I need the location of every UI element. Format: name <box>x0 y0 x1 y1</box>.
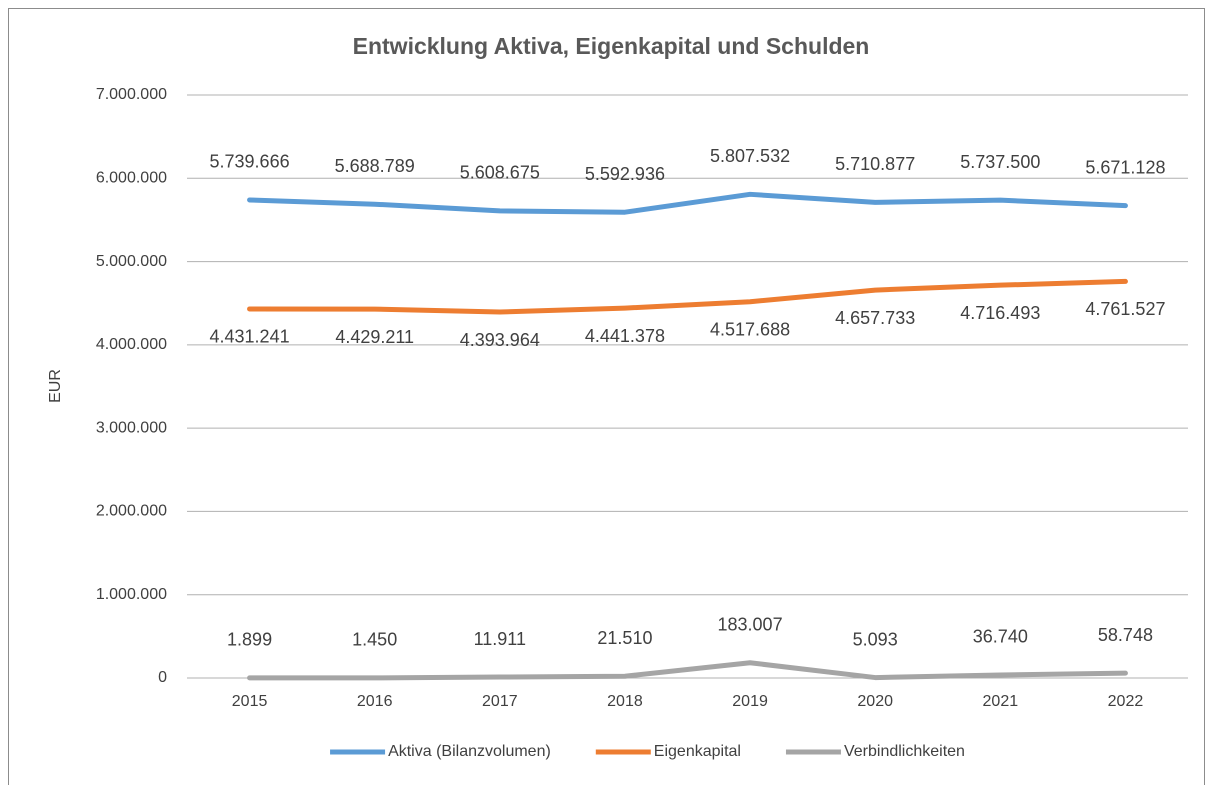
legend-label: Aktiva (Bilanzvolumen) <box>388 743 551 760</box>
data-label: 4.393.964 <box>460 330 540 350</box>
y-tick-label: 6.000.000 <box>96 170 167 187</box>
chart-title: Entwicklung Aktiva, Eigenkapital und Sch… <box>353 33 870 59</box>
chart-border <box>8 8 1205 785</box>
data-label: 4.431.241 <box>210 327 290 347</box>
data-label: 4.761.527 <box>1085 299 1165 319</box>
data-label: 5.671.128 <box>1085 157 1165 177</box>
x-tick-label: 2021 <box>983 693 1019 710</box>
data-label: 5.093 <box>853 629 898 649</box>
data-label: 36.740 <box>973 627 1028 647</box>
data-label: 5.710.877 <box>835 154 915 174</box>
y-tick-label: 7.000.000 <box>96 86 167 103</box>
series-line <box>247 278 1128 315</box>
data-label: 11.911 <box>474 629 526 649</box>
series-line <box>247 191 1128 215</box>
y-tick-label: 2.000.000 <box>96 503 167 520</box>
data-label: 4.429.211 <box>335 327 414 347</box>
x-tick-label: 2016 <box>357 693 393 710</box>
data-label: 4.517.688 <box>710 319 790 339</box>
data-label: 4.441.378 <box>585 326 665 346</box>
data-label: 5.592.936 <box>585 164 665 184</box>
x-tick-label: 2022 <box>1108 693 1144 710</box>
data-label: 21.510 <box>597 628 652 648</box>
y-tick-label: 1.000.000 <box>96 586 167 603</box>
data-label: 5.737.500 <box>960 152 1040 172</box>
data-label: 183.007 <box>718 615 783 635</box>
data-label: 5.608.675 <box>460 163 540 183</box>
series-line <box>247 660 1128 681</box>
legend-label: Verbindlichkeiten <box>844 743 965 760</box>
data-label: 4.716.493 <box>960 303 1040 323</box>
data-label: 1.450 <box>352 630 397 650</box>
x-tick-label: 2020 <box>857 693 893 710</box>
x-tick-label: 2015 <box>232 693 268 710</box>
data-label: 5.688.789 <box>335 156 415 176</box>
y-tick-label: 4.000.000 <box>96 336 167 353</box>
legend-label: Eigenkapital <box>654 743 741 760</box>
data-label: 4.657.733 <box>835 308 915 328</box>
x-tick-label: 2018 <box>607 693 643 710</box>
x-tick-label: 2019 <box>732 693 768 710</box>
y-tick-label: 3.000.000 <box>96 419 167 436</box>
y-axis-label: EUR <box>47 369 64 403</box>
data-label: 5.739.666 <box>210 152 290 172</box>
data-label: 58.748 <box>1098 625 1153 645</box>
x-tick-label: 2017 <box>482 693 518 710</box>
y-tick-label: 0 <box>158 669 167 686</box>
data-label: 5.807.532 <box>710 146 790 166</box>
y-tick-label: 5.000.000 <box>96 253 167 270</box>
data-label: 1.899 <box>227 630 272 650</box>
